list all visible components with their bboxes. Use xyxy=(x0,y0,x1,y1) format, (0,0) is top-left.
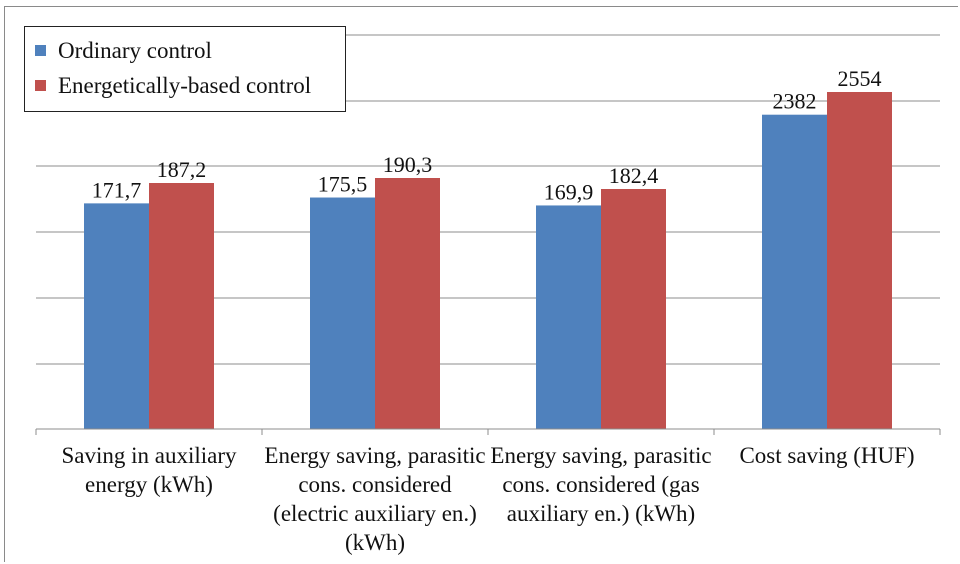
bar xyxy=(310,197,375,429)
bar xyxy=(375,178,440,429)
data-label: 190,3 xyxy=(383,152,433,177)
category-label: Cost saving (HUF) xyxy=(739,443,915,468)
legend-item-ordinary: Ordinary control xyxy=(25,33,345,68)
bar xyxy=(762,114,827,430)
chart-frame xyxy=(4,6,958,562)
bars xyxy=(84,92,892,430)
data-label: 171,7 xyxy=(92,177,142,202)
legend-swatch-energetic xyxy=(35,80,46,91)
data-label: 2382 xyxy=(773,89,817,114)
legend-label-energetic: Energetically-based control xyxy=(58,72,312,98)
data-label: 169,9 xyxy=(544,179,594,204)
data-label: 2554 xyxy=(838,66,882,91)
legend-swatch-ordinary xyxy=(35,45,46,56)
legend-item-energetic: Energetically-based control xyxy=(25,68,345,103)
bar xyxy=(536,205,601,429)
category-label: Energy saving, parasitic cons. considere… xyxy=(490,443,712,526)
value-labels: 171,7 187,2 175,5 190,3 169,9 182,4 2382 2554 xyxy=(92,66,882,204)
bar xyxy=(84,203,149,429)
data-label: 187,2 xyxy=(157,157,207,182)
legend-label-ordinary: Ordinary control xyxy=(58,37,212,63)
data-label: 182,4 xyxy=(609,163,659,188)
bar xyxy=(827,92,892,429)
x-axis xyxy=(35,428,941,435)
category-label: Energy saving, parasitic cons. considere… xyxy=(264,443,486,555)
bar xyxy=(601,189,666,429)
category-label: Saving in auxiliary energy (kWh) xyxy=(61,443,237,497)
chart-legend: Ordinary control Energetically-based con… xyxy=(24,26,346,112)
bar xyxy=(149,183,214,429)
data-label: 175,5 xyxy=(318,172,368,197)
